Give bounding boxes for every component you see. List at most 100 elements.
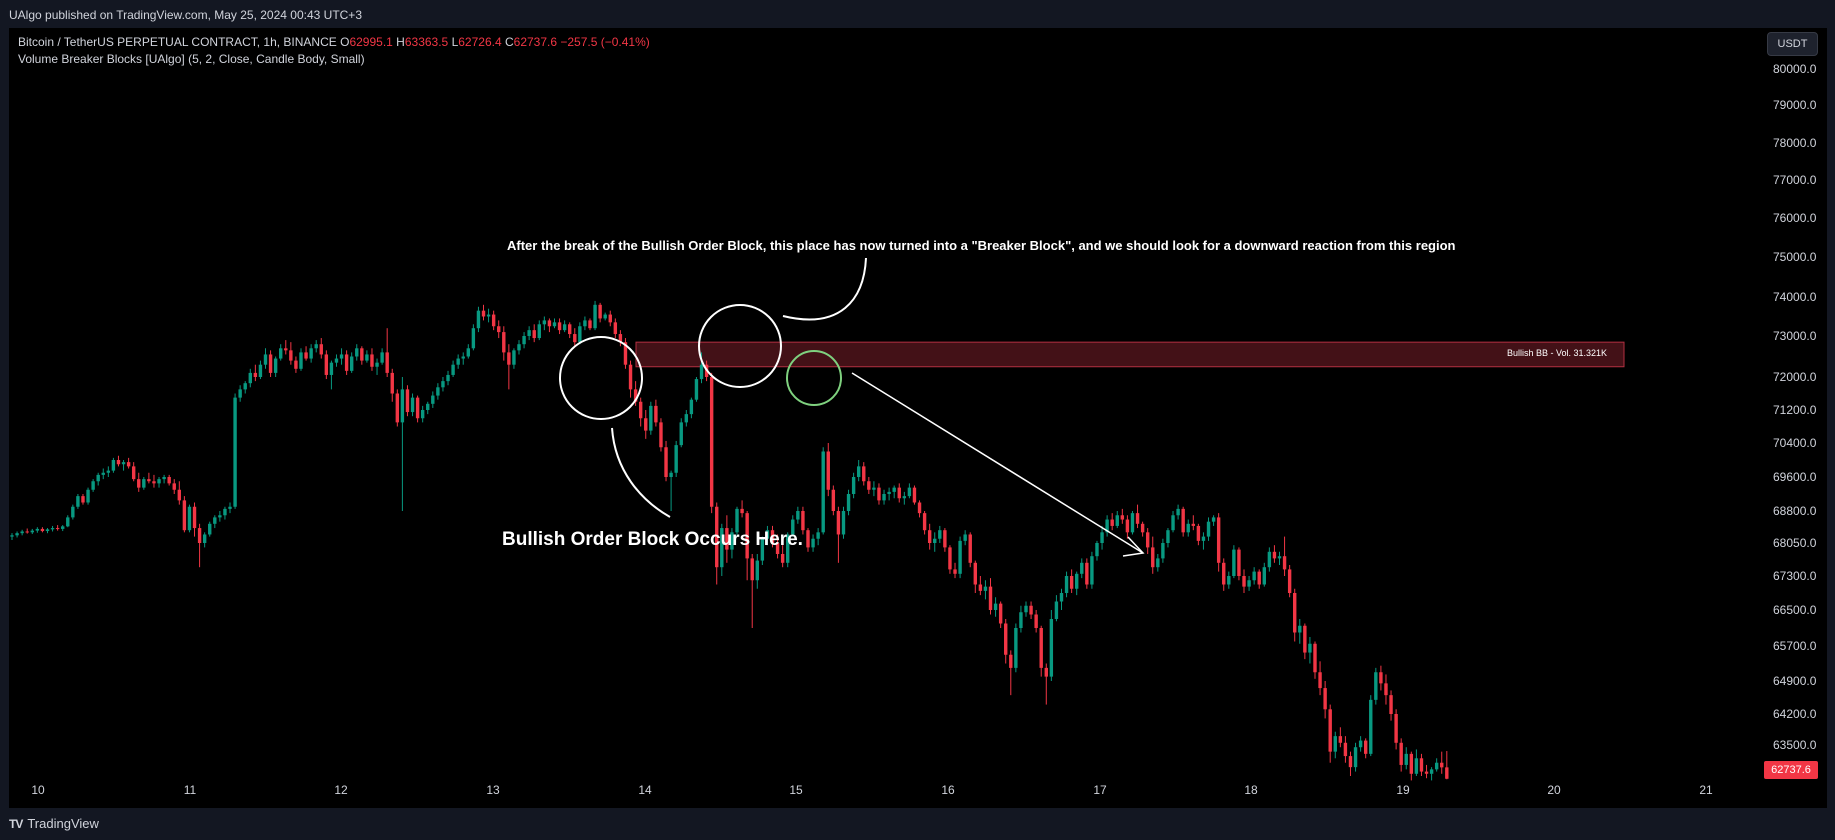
candle-body [223, 508, 227, 516]
price-tick-label: 65700.0 [1773, 639, 1817, 653]
candle-body [547, 320, 552, 327]
candle-body [1389, 695, 1393, 714]
candle-body [897, 487, 901, 499]
legend-high: 63363.5 [404, 35, 449, 49]
candle-body [669, 472, 673, 477]
chart-area[interactable] [9, 28, 1827, 808]
candle-body [309, 348, 313, 359]
candle-body [1318, 672, 1322, 689]
candle-body [349, 356, 354, 371]
candle-body [476, 310, 481, 329]
candle-body [1409, 753, 1414, 774]
candle-body [486, 314, 491, 317]
time-tick-label: 14 [638, 783, 652, 797]
candle-body [1044, 667, 1048, 677]
candle-body [1323, 688, 1327, 710]
candle-body [831, 489, 836, 511]
candle-body [420, 410, 425, 419]
candle-body [1059, 593, 1064, 602]
trend-arrow-head [1122, 536, 1145, 557]
candle-body [507, 352, 511, 365]
candle-body [608, 314, 612, 323]
candle-body [1440, 762, 1444, 768]
candle-body [1237, 549, 1241, 576]
price-tick-label: 70400.0 [1773, 436, 1817, 450]
candle-body [532, 330, 536, 339]
candle-body [618, 334, 623, 343]
candle-body [1029, 605, 1033, 615]
candle-body [1252, 571, 1256, 581]
legend-h-label: H [392, 35, 405, 49]
candle-body [1125, 519, 1130, 533]
candle-body [375, 362, 379, 367]
candle-body [1272, 551, 1277, 559]
tradingview-logo[interactable]: TV TradingView [9, 816, 99, 831]
legend-symbol: Bitcoin / TetherUS PERPETUAL CONTRACT, 1… [18, 35, 341, 49]
candle-body [1080, 562, 1084, 574]
candle-body [218, 515, 222, 518]
candle-body [1156, 558, 1160, 568]
candle-body [821, 451, 825, 533]
candle-body [35, 528, 40, 531]
candle-body [1394, 714, 1398, 743]
trend-arrow-line [851, 372, 1144, 554]
candle-body [699, 364, 704, 380]
candle-body [263, 354, 268, 365]
candle-body [557, 322, 562, 331]
candle-body [1019, 612, 1023, 628]
candle-body [1445, 767, 1449, 779]
candle-body [273, 358, 278, 373]
candle-body [1004, 623, 1008, 655]
legend-indicator[interactable]: Volume Breaker Blocks [UAlgo] (5, 2, Clo… [18, 52, 365, 66]
legend-row-symbol: Bitcoin / TetherUS PERPETUAL CONTRACT, 1… [18, 34, 650, 51]
candle-body [542, 320, 547, 325]
candle-body [370, 354, 374, 367]
candle-body [856, 466, 861, 477]
candle-body [481, 310, 486, 317]
time-tick-label: 19 [1396, 783, 1410, 797]
candle-body [1404, 753, 1408, 765]
candle-body [461, 356, 465, 359]
candle-body [177, 489, 182, 501]
candle-body [568, 324, 572, 335]
candle-body [1303, 625, 1307, 653]
candle-body [1206, 521, 1211, 537]
candle-body [1110, 519, 1114, 526]
candle-body [1049, 619, 1054, 677]
candle-body [436, 387, 440, 396]
candle-body [228, 506, 232, 509]
candle-body [562, 324, 567, 331]
candle-body [355, 348, 359, 357]
candle-body [1287, 569, 1292, 593]
time-tick-label: 11 [183, 783, 197, 797]
candle-body [633, 389, 638, 402]
candle-body [258, 364, 263, 377]
currency-button[interactable]: USDT [1767, 32, 1818, 56]
candle-body [887, 491, 891, 494]
candle-body [380, 352, 384, 363]
candle-body [431, 395, 435, 404]
candle-body [502, 332, 506, 353]
candle-body [1085, 562, 1089, 585]
candle-body [998, 603, 1003, 624]
candle-body [162, 477, 166, 480]
candle-body [938, 530, 942, 539]
candle-body [299, 352, 303, 369]
price-tick-label: 64900.0 [1773, 674, 1817, 688]
order-block-pointer [611, 427, 671, 518]
candle-body [1374, 672, 1378, 700]
candle-body [1242, 576, 1246, 587]
candle-body [537, 324, 541, 339]
candle-body [963, 534, 967, 541]
candle-body [61, 526, 65, 529]
legend-open: 62995.1 [349, 35, 393, 49]
candle-body [907, 487, 912, 497]
candle-body [1227, 576, 1231, 585]
candle-body [1384, 683, 1388, 696]
price-tick-label: 72000.0 [1773, 370, 1817, 384]
candle-body [1277, 556, 1282, 559]
candle-body [1100, 532, 1104, 543]
candle-body [1135, 513, 1140, 524]
candle-body [679, 422, 683, 446]
